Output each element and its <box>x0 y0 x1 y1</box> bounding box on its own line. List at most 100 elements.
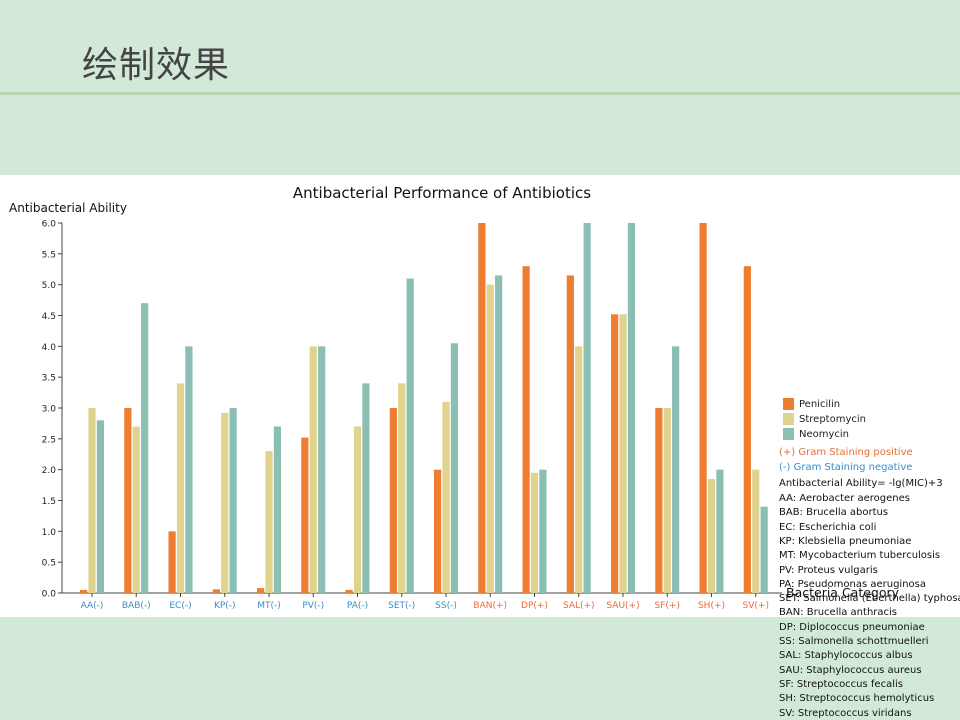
bar-streptomycin-ban <box>486 284 494 593</box>
y-tick-label: 3.0 <box>42 405 57 415</box>
bar-neomycin-pv <box>318 346 326 593</box>
x-tick-label: KP(-) <box>214 601 236 611</box>
abbreviation-item: KP: Klebsiella pneumoniae <box>779 535 912 547</box>
abbreviation-item: EC: Escherichia coli <box>779 521 877 533</box>
bar-streptomycin-kp <box>221 412 229 593</box>
y-tick-label: 4.5 <box>42 312 56 322</box>
bar-streptomycin-bab <box>132 426 140 593</box>
y-tick-label: 2.0 <box>42 466 57 476</box>
bar-neomycin-sau <box>627 223 635 593</box>
bar-streptomycin-sau <box>619 314 627 593</box>
y-tick-label: 6.0 <box>42 220 57 230</box>
bar-neomycin-ban <box>495 275 503 593</box>
bar-streptomycin-aa <box>88 408 96 593</box>
bar-penicilin-ss <box>434 469 442 593</box>
x-axis-label: Bacteria Category <box>786 585 900 600</box>
abbreviation-item: SAL: Staphylococcus albus <box>779 650 913 662</box>
y-tick-label: 2.5 <box>42 435 56 445</box>
bar-chart: Antibacterial Performance of Antibiotics… <box>9 184 900 611</box>
bar-neomycin-aa <box>96 420 104 593</box>
formula-note: Antibacterial Ability= -lg(MIC)+3 <box>779 478 943 489</box>
bar-neomycin-ss <box>450 343 458 593</box>
legend-item-streptomycin: Streptomycin <box>783 412 866 426</box>
y-tick-label: 0.0 <box>42 590 57 600</box>
abbreviation-item: SAU: Staphylococcus aureus <box>779 664 922 676</box>
gram-positive-note: (+) Gram Staining positive <box>779 447 913 458</box>
x-tick-label: SS(-) <box>435 601 457 611</box>
bar-neomycin-bab <box>141 303 149 593</box>
bar-penicilin-set <box>389 408 397 593</box>
bar-penicilin-kp <box>212 589 220 593</box>
bar-penicilin-ban <box>478 223 486 593</box>
bar-neomycin-sal <box>583 223 591 593</box>
x-tick-label: DP(+) <box>521 601 548 611</box>
bar-neomycin-sv <box>760 506 768 593</box>
bar-neomycin-dp <box>539 469 547 593</box>
bar-neomycin-ec <box>185 346 193 593</box>
x-tick-label: SET(-) <box>388 601 415 611</box>
bar-neomycin-pa <box>362 383 370 593</box>
abbreviation-item: MT: Mycobacterium tuberculosis <box>779 550 941 562</box>
legend-label-streptomycin: Streptomycin <box>799 413 866 425</box>
y-tick-label: 5.0 <box>42 281 57 291</box>
bar-penicilin-aa <box>80 589 88 593</box>
abbreviation-item: SS: Salmonella schottmuelleri <box>779 636 929 647</box>
x-tick-label: PA(-) <box>347 601 368 611</box>
y-tick-label: 3.5 <box>42 374 56 384</box>
gram-negative-note: (-) Gram Staining negative <box>779 462 913 473</box>
bar-penicilin-sv <box>743 266 751 593</box>
bar-streptomycin-sv <box>752 469 760 593</box>
abbreviation-item: SF: Streptococcus fecalis <box>779 678 903 690</box>
abbreviation-item: DP: Diplococcus pneumoniae <box>779 621 925 633</box>
abbreviation-item: SH: Streptococcus hemolyticus <box>779 693 935 705</box>
x-tick-label: BAB(-) <box>122 601 151 611</box>
bar-penicilin-sal <box>566 275 574 593</box>
x-tick-label: SAL(+) <box>563 601 595 611</box>
y-tick-label: 1.0 <box>42 528 57 538</box>
bar-neomycin-sf <box>672 346 680 593</box>
y-tick-labels: 0.0 0.5 1.0 1.5 2.0 2.5 3.0 3.5 4.0 4.5 5.0 5.5 6.0 <box>42 220 62 600</box>
abbreviation-item: AA: Aerobacter aerogenes <box>779 493 910 504</box>
x-tick-labels: AA(-) BAB(-) EC(-) KP(-) MT(-) PV(-) PA(-) SET(… <box>81 593 769 611</box>
bar-neomycin-mt <box>273 426 281 593</box>
bar-penicilin-sh <box>699 223 707 593</box>
legend-label-penicilin: Penicilin <box>799 398 841 410</box>
y-axis-label: Antibacterial Ability <box>9 201 127 215</box>
legend-swatch-streptomycin <box>783 413 794 425</box>
x-tick-label: SV(+) <box>743 601 769 611</box>
y-tick-label: 5.5 <box>42 250 56 260</box>
abbreviation-item: SV: Streptococcus viridans <box>779 707 912 719</box>
abbreviation-item: SET: Salmonella (Eberthella) typhosa <box>779 593 960 605</box>
bar-neomycin-kp <box>229 408 237 593</box>
legend-label-neomycin: Neomycin <box>799 428 850 440</box>
x-tick-label: AA(-) <box>81 601 104 611</box>
y-tick-label: 1.5 <box>42 497 56 507</box>
bar-streptomycin-ss <box>442 401 450 593</box>
x-tick-label: SAU(+) <box>606 601 639 611</box>
y-tick-label: 0.5 <box>42 559 56 569</box>
x-tick-label: PV(-) <box>302 601 324 611</box>
y-tick-label: 4.0 <box>42 343 57 353</box>
x-tick-label: SF(+) <box>655 601 680 611</box>
bar-penicilin-bab <box>124 408 132 593</box>
bar-neomycin-sh <box>716 469 724 593</box>
chart-bars <box>80 223 768 593</box>
chart-title: Antibacterial Performance of Antibiotics <box>293 184 591 202</box>
x-tick-label: EC(-) <box>169 601 191 611</box>
bar-streptomycin-sf <box>663 408 671 593</box>
legend-item-neomycin: Neomycin <box>783 427 849 441</box>
abbreviation-item: PA: Pseudomonas aeruginosa <box>779 578 926 590</box>
legend-swatch-penicilin <box>783 398 794 410</box>
bar-penicilin-dp <box>522 266 530 593</box>
bar-streptomycin-sh <box>707 478 716 593</box>
x-tick-label: SH(+) <box>698 601 725 611</box>
bar-penicilin-pv <box>301 437 309 593</box>
x-tick-label: BAN(+) <box>473 601 507 611</box>
bar-penicilin-sf <box>655 408 663 593</box>
bar-penicilin-pa <box>345 589 353 593</box>
bar-streptomycin-dp <box>530 472 539 593</box>
bar-streptomycin-ec <box>176 383 185 593</box>
bar-streptomycin-pa <box>353 426 362 593</box>
bar-streptomycin-pv <box>309 346 317 593</box>
abbreviation-item: BAN: Brucella anthracis <box>779 607 898 619</box>
